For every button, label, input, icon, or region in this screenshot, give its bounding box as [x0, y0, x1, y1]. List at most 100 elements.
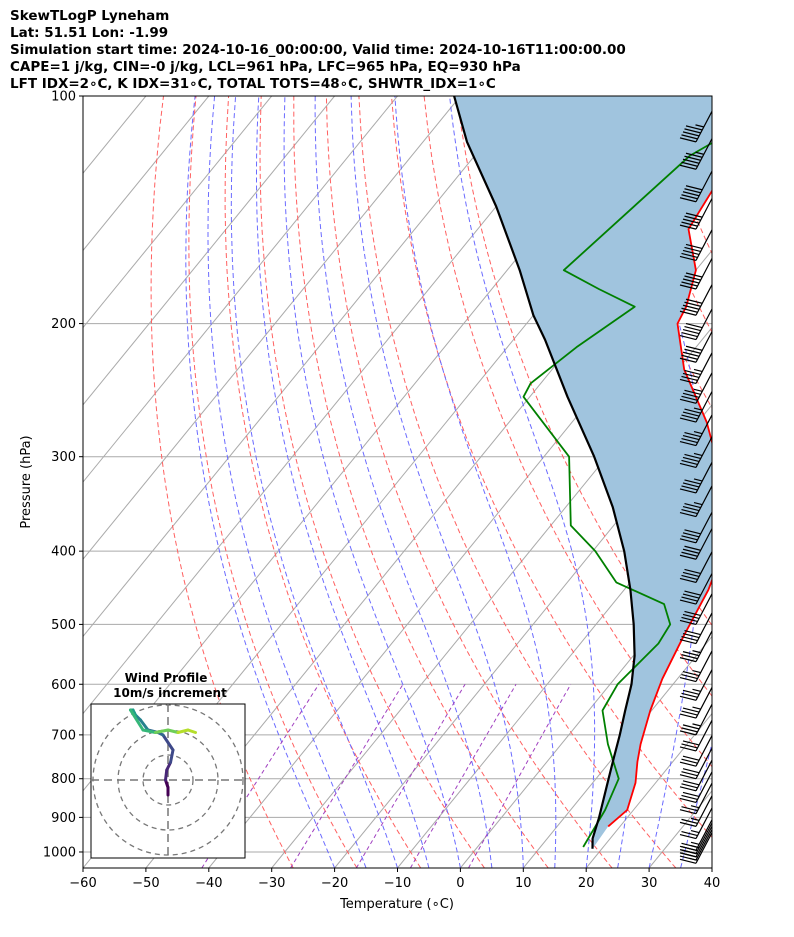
- isotherm-line: [775, 96, 794, 868]
- wind-barb: [679, 485, 713, 518]
- sounding-profiles: [453, 96, 712, 849]
- wind-barb: [679, 687, 713, 719]
- wind-barb: [679, 258, 713, 290]
- dry-adiabat-line: [150, 96, 294, 868]
- moist-adiabat-line: [256, 96, 430, 868]
- y-tick-label: 1000: [43, 845, 76, 860]
- x-tick-label: 10: [515, 876, 532, 891]
- y-axis-label: Pressure (hPa): [19, 435, 34, 528]
- wind-barb: [679, 551, 713, 584]
- hodograph-segment: [176, 728, 190, 734]
- isotherm-line: [711, 867, 712, 868]
- wind-barb: [679, 669, 713, 701]
- moist-adiabat-line: [207, 96, 367, 868]
- series-line: [607, 189, 712, 828]
- x-axis-label: Temperature (∘C): [339, 897, 454, 912]
- wind-barb: [679, 528, 713, 560]
- y-tick-label: 800: [51, 772, 76, 787]
- wind-barb: [679, 829, 713, 861]
- x-tick-label: 0: [456, 876, 464, 891]
- wind-barb: [679, 807, 713, 840]
- moist-adiabat-line: [350, 96, 524, 868]
- wind-barb: [679, 111, 713, 143]
- hodograph-segment: [139, 718, 150, 732]
- dry-adiabat-line: [188, 96, 358, 868]
- wind-barb: [679, 511, 713, 544]
- x-tick-label: 40: [704, 876, 721, 891]
- title-line-2: Lat: 51.51 Lon: -1.99: [10, 25, 169, 41]
- dry-adiabat-line: [391, 96, 712, 839]
- x-tick-label: −30: [258, 876, 285, 891]
- wind-barb: [679, 704, 713, 736]
- wind-barb: [679, 331, 713, 363]
- isotherm-line: [83, 96, 84, 97]
- isotherm-line: [83, 96, 210, 252]
- title-line-4: CAPE=1 j/kg, CIN=-0 j/kg, LCL=961 hPa, L…: [10, 59, 521, 75]
- dry-adiabat-line: [456, 96, 712, 697]
- dry-adiabat-line: [259, 96, 485, 868]
- x-tick-label: −10: [384, 876, 411, 891]
- dry-adiabat-line: [717, 96, 794, 868]
- wind-barb: [679, 198, 713, 230]
- wind-barb: [679, 612, 713, 645]
- hodograph-segment: [186, 728, 197, 734]
- dry-adiabat-line: [293, 96, 549, 868]
- wind-barb: [679, 372, 713, 404]
- hodograph-segment: [129, 708, 145, 732]
- wind-barb: [679, 720, 713, 752]
- isotherm-line: [83, 96, 587, 715]
- y-tick-label: 300: [51, 450, 76, 465]
- wind-barb: [679, 771, 713, 804]
- y-tick-label: 500: [51, 618, 76, 633]
- moist-adiabat-line: [711, 866, 712, 868]
- moist-adiabat-line: [314, 96, 493, 868]
- x-tick-label: −20: [321, 876, 348, 891]
- cape-shading: [454, 96, 712, 849]
- wind-barb: [679, 759, 713, 792]
- hodograph-segment: [169, 748, 175, 764]
- mixing-ratio-line: [355, 684, 466, 868]
- wind-barb: [679, 138, 713, 170]
- y-tick-label: 200: [51, 317, 76, 332]
- wind-barb: [679, 782, 713, 815]
- dry-adiabat-line: [224, 96, 422, 868]
- chart-header: SkewTLogP Lyneham Lat: 51.51 Lon: -1.99 …: [10, 8, 626, 93]
- dry-adiabat-line: [325, 96, 613, 868]
- x-tick-label: −40: [195, 876, 222, 891]
- hodograph-segment: [154, 728, 170, 734]
- isotherm-line: [585, 712, 712, 868]
- y-axis: 100 200 300 400 500 600 700 800 900 1000: [43, 90, 83, 860]
- wind-barb: [679, 819, 713, 851]
- wind-barb: [679, 229, 713, 261]
- wind-barb: [679, 735, 713, 767]
- wind-barb: [679, 284, 713, 316]
- isotherm-line: [0, 96, 20, 868]
- hodograph-segment: [141, 728, 157, 734]
- wind-barb: [679, 573, 713, 605]
- wind-barb: [679, 170, 713, 203]
- series-line: [522, 141, 712, 848]
- isotherm-line: [83, 96, 273, 329]
- y-tick-label: 400: [51, 545, 76, 560]
- dry-adiabat-line: [750, 96, 794, 868]
- wind-barb: [679, 436, 713, 469]
- x-tick-label: −60: [69, 876, 96, 891]
- isotherm-line: [83, 96, 398, 483]
- hodograph-segment: [166, 728, 180, 734]
- y-tick-label: 100: [51, 90, 76, 105]
- wind-barb: [679, 747, 713, 780]
- moist-adiabat-line: [394, 96, 557, 868]
- wind-barbs: [679, 111, 713, 864]
- hodograph-segment: [164, 768, 169, 782]
- x-tick-label: 30: [641, 876, 658, 891]
- dry-adiabat-line: [783, 96, 794, 868]
- wind-barb: [679, 352, 713, 385]
- x-tick-label: −50: [132, 876, 159, 891]
- hodograph-inset: Wind Profile 10m/s increment: [90, 671, 246, 859]
- wind-barb: [679, 593, 713, 625]
- wind-barb: [679, 414, 713, 447]
- wind-barb: [679, 391, 713, 423]
- wind-barb: [679, 650, 713, 683]
- x-tick-label: 20: [578, 876, 595, 891]
